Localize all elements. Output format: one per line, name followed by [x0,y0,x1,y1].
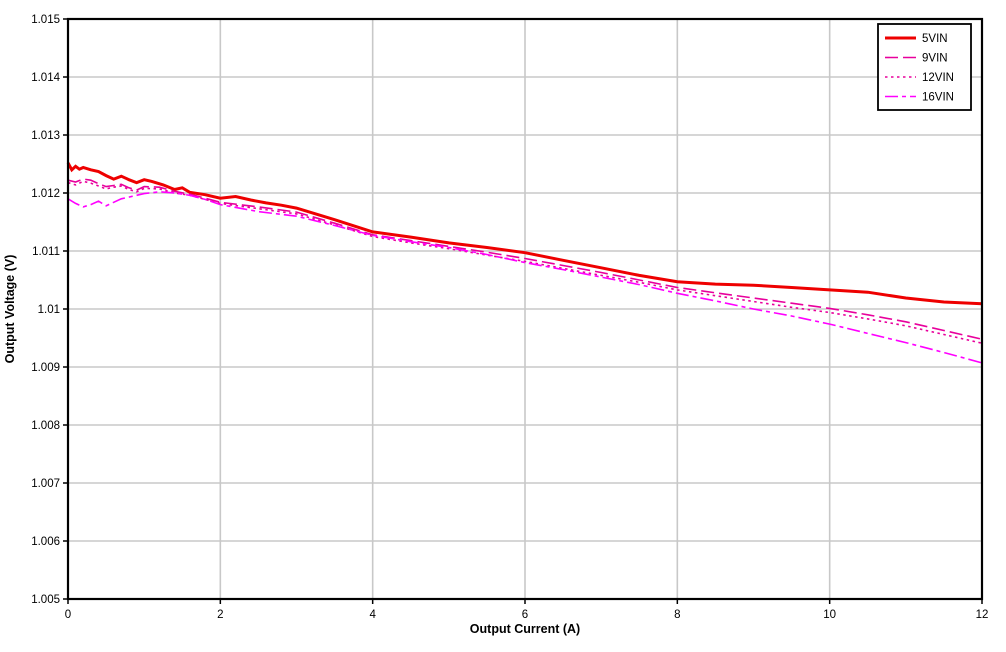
tick-layer: 1.005 1.006 1.007 1.008 1.009 1.01 1.011 1.012 1… [31,14,988,621]
y-tick-label: 1.007 [31,478,60,490]
legend-label-5vin: 5VIN [922,33,948,45]
y-tick-label: 1.012 [31,188,60,200]
x-tick-label: 10 [823,609,836,621]
y-tick-label: 1.01 [38,304,60,316]
legend-label-16vin: 16VIN [922,92,954,104]
x-tick-label: 0 [65,609,71,621]
legend: 5VIN 9VIN 12VIN 16VIN [877,23,972,111]
legend-label-12vin: 12VIN [922,72,954,84]
y-tick-label: 1.013 [31,130,60,142]
y-axis-title: Output Voltage (V) [3,255,17,364]
x-tick-label: 2 [217,609,223,621]
x-tick-label: 6 [522,609,528,621]
series-layer [66,162,983,364]
y-tick-label: 1.011 [32,246,60,258]
y-tick-label: 1.008 [31,420,60,432]
series-5vin-line [66,162,983,306]
x-tick-label: 12 [976,609,989,621]
series-9vin-line [67,178,983,340]
y-tick-label: 1.014 [31,72,60,84]
x-tick-label: 4 [369,609,376,621]
y-tick-label: 1.009 [31,362,60,374]
y-tick-label: 1.005 [31,594,60,606]
y-tick-label: 1.006 [31,536,60,548]
grid-layer [68,19,982,599]
y-tick-label: 1.015 [31,14,60,26]
series-16vin-line [67,190,983,364]
legend-label-9vin: 9VIN [922,53,948,65]
x-axis-title: Output Current (A) [470,622,580,636]
x-tick-label: 8 [674,609,680,621]
